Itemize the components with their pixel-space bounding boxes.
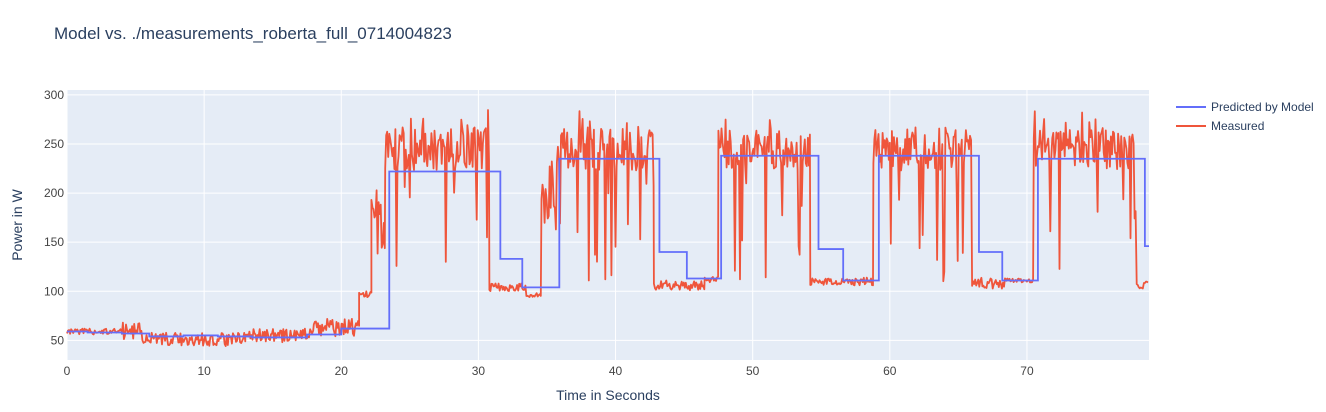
- x-tick-label: 30: [472, 364, 486, 378]
- legend-label-measured: Measured: [1211, 118, 1265, 133]
- x-axis-title: Time in Seconds: [556, 387, 660, 403]
- x-tick-label: 70: [1020, 364, 1034, 378]
- legend-item-measured[interactable]: Measured: [1176, 116, 1314, 135]
- y-tick-label: 300: [44, 88, 64, 102]
- x-tick-label: 50: [746, 364, 760, 378]
- y-tick-label: 50: [51, 333, 65, 347]
- legend-swatch-measured: [1176, 124, 1206, 127]
- legend: Predicted by Model Measured: [1176, 97, 1314, 135]
- y-axis-title: Power in W: [9, 188, 25, 260]
- x-tick-label: 60: [883, 364, 897, 378]
- tick-labels: 0 10 20 30 40 50 60 70 50 100 150 200 250 300: [44, 88, 1034, 378]
- series-measured-line: [66, 109, 1149, 347]
- x-tick-label: 0: [64, 364, 71, 378]
- legend-swatch-predicted: [1176, 105, 1206, 108]
- legend-label-predicted: Predicted by Model: [1211, 99, 1314, 114]
- chart-title: Model vs. ./measurements_roberta_full_07…: [54, 24, 452, 43]
- x-tick-label: 10: [197, 364, 211, 378]
- y-tick-label: 100: [44, 284, 64, 298]
- y-tick-label: 200: [44, 186, 64, 200]
- y-tick-label: 250: [44, 137, 64, 151]
- y-tick-label: 150: [44, 235, 64, 249]
- series-lines: [66, 109, 1149, 347]
- x-tick-label: 20: [335, 364, 349, 378]
- x-tick-label: 40: [609, 364, 623, 378]
- legend-item-predicted[interactable]: Predicted by Model: [1176, 97, 1314, 116]
- series-predicted-line: [67, 154, 1149, 339]
- plot-background: [67, 90, 1149, 360]
